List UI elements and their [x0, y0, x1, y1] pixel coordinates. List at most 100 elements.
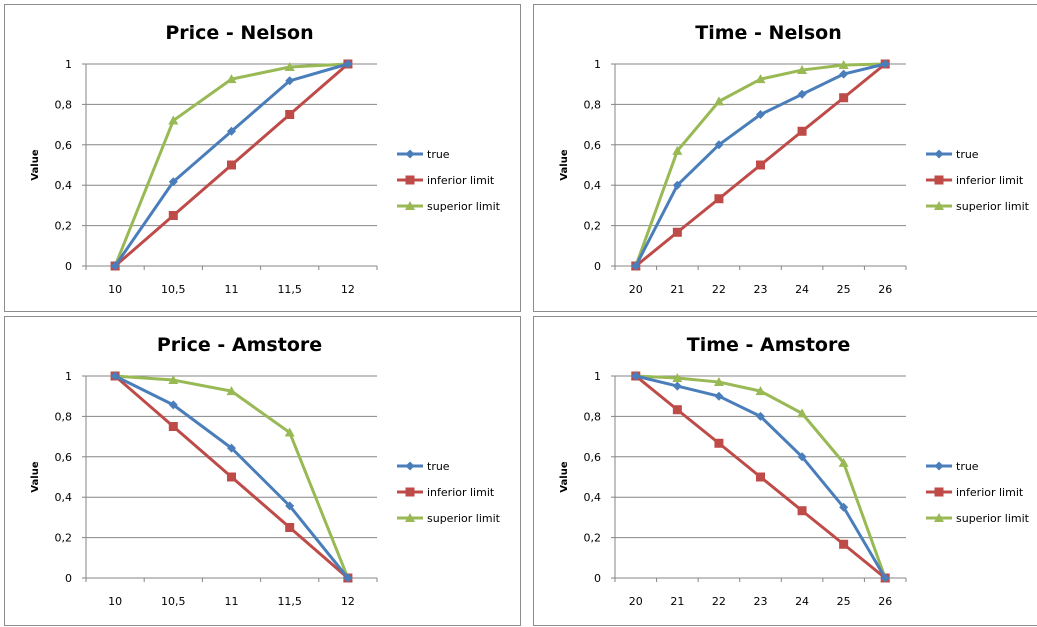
y-tick-label: 0: [65, 260, 72, 273]
data-point-true: [227, 126, 236, 136]
data-point-inferior-limit: [168, 211, 178, 220]
legend-label: superior limit: [956, 512, 1030, 525]
data-point-true: [797, 452, 807, 462]
y-tick-label: 0: [594, 572, 601, 585]
data-point-true: [285, 501, 295, 511]
data-point-inferior-limit: [797, 506, 807, 516]
x-tick-label: 12: [341, 283, 355, 296]
y-tick-label: 1: [65, 58, 72, 71]
data-point-superior-limit: [713, 96, 724, 106]
chart-panel-price-nelson: Price - Nelson Value 0 0,2 0,4 0,6 0,8 1 10 10,5 1…: [4, 4, 521, 312]
legend-label: true: [427, 148, 450, 161]
x-tick-label: 22: [712, 595, 726, 608]
x-tick-label: 11: [225, 595, 239, 608]
data-point-true: [631, 371, 641, 381]
chart-title: Price - Nelson: [165, 22, 313, 44]
data-point-inferior-limit: [714, 194, 724, 204]
legend-square-icon: [934, 487, 944, 497]
data-point-true: [797, 89, 807, 99]
x-tick-label: 23: [754, 283, 768, 296]
data-point-superior-limit: [713, 377, 724, 387]
legend-diamond-icon: [405, 461, 415, 471]
y-axis-label: Value: [559, 461, 570, 492]
y-tick-label: 0: [65, 572, 72, 585]
data-point-inferior-limit: [756, 472, 765, 482]
chart-price-amstore: Price - Amstore Value 0 0,2 0,4 0,6 0,8 1 10 10,5…: [30, 334, 501, 608]
data-point-true: [343, 59, 353, 69]
legend-square-icon: [405, 487, 415, 497]
x-tick-label: 21: [670, 283, 684, 296]
y-tick-label: 0,4: [55, 179, 73, 192]
data-point-true: [756, 110, 765, 119]
x-tick-label: 20: [629, 595, 643, 608]
x-tick-label: 24: [795, 283, 809, 296]
data-point-true: [672, 180, 682, 190]
data-point-inferior-limit: [285, 523, 295, 532]
legend-triangle-icon: [405, 513, 415, 522]
y-tick-label: 0,2: [584, 220, 602, 233]
data-point-inferior-limit: [672, 405, 682, 415]
y-tick-label: 0,6: [584, 139, 602, 152]
legend-label: true: [956, 460, 979, 473]
y-tick-label: 0,2: [55, 532, 73, 545]
x-tick-label: 11,5: [277, 595, 302, 608]
x-tick-label: 26: [878, 283, 892, 296]
x-tick-label: 12: [341, 595, 355, 608]
data-point-true: [756, 411, 765, 421]
legend-diamond-icon: [934, 149, 944, 159]
y-tick-label: 0,6: [55, 139, 73, 152]
chart-time-amstore: Time - Amstore Value 0 0,2 0,4 0,6 0,8 1 20 21 22 2…: [559, 334, 1030, 608]
y-axis-label: Value: [30, 461, 41, 492]
y-tick-label: 0,8: [584, 410, 602, 423]
x-tick-label: 26: [878, 595, 892, 608]
data-point-superior-limit: [797, 408, 808, 418]
data-point-true: [839, 502, 849, 512]
x-tick-label: 10: [108, 283, 122, 296]
data-point-true: [343, 573, 353, 583]
y-axis-label: Value: [30, 149, 41, 180]
x-tick-label: 11: [225, 283, 239, 296]
chart-panel-time-amstore: Time - Amstore Value 0 0,2 0,4 0,6 0,8 1 20 21 22 2…: [533, 316, 1037, 626]
data-point-true: [714, 140, 724, 150]
y-tick-label: 1: [594, 58, 601, 71]
data-point-inferior-limit: [797, 126, 807, 136]
data-point-superior-limit: [168, 375, 179, 385]
y-axis-label: Value: [559, 149, 570, 180]
chart-time-nelson: Time - Nelson Value 0 0,2 0,4 0,6 0,8 1 20 21 22 23…: [559, 22, 1030, 296]
data-point-superior-limit: [284, 62, 295, 72]
chart-title: Time - Amstore: [687, 334, 850, 356]
legend-label: superior limit: [427, 512, 501, 525]
data-point-true: [672, 381, 682, 391]
y-tick-label: 0,6: [584, 451, 602, 464]
legend-diamond-icon: [934, 461, 944, 471]
data-point-inferior-limit: [714, 438, 724, 448]
data-point-inferior-limit: [168, 422, 178, 431]
legend-label: superior limit: [956, 200, 1030, 213]
data-point-true: [168, 177, 178, 187]
data-point-superior-limit: [226, 74, 237, 84]
legend-diamond-icon: [405, 149, 415, 159]
legend-label: inferior limit: [427, 486, 495, 499]
legend-label: true: [956, 148, 979, 161]
data-point-superior-limit: [672, 373, 683, 383]
data-point-superior-limit: [838, 60, 849, 70]
data-point-true: [285, 76, 295, 86]
y-tick-label: 0,4: [55, 491, 73, 504]
legend-triangle-icon: [934, 201, 944, 210]
chart-panel-time-nelson: Time - Nelson Value 0 0,2 0,4 0,6 0,8 1 20 21 22 23…: [533, 4, 1037, 312]
x-tick-label: 10,5: [161, 595, 186, 608]
chart-title: Time - Nelson: [695, 22, 841, 44]
y-tick-label: 0: [594, 260, 601, 273]
legend-square-icon: [405, 175, 415, 185]
data-point-inferior-limit: [839, 93, 849, 103]
data-point-inferior-limit: [285, 110, 295, 119]
y-tick-label: 0,2: [55, 220, 73, 233]
y-tick-label: 1: [594, 370, 601, 383]
data-point-true: [110, 261, 120, 271]
data-point-true: [880, 59, 890, 69]
y-tick-label: 0,8: [55, 98, 73, 111]
legend-square-icon: [934, 175, 944, 185]
data-point-inferior-limit: [756, 160, 765, 170]
data-point-superior-limit: [168, 115, 179, 125]
chart-title: Price - Amstore: [157, 334, 322, 356]
